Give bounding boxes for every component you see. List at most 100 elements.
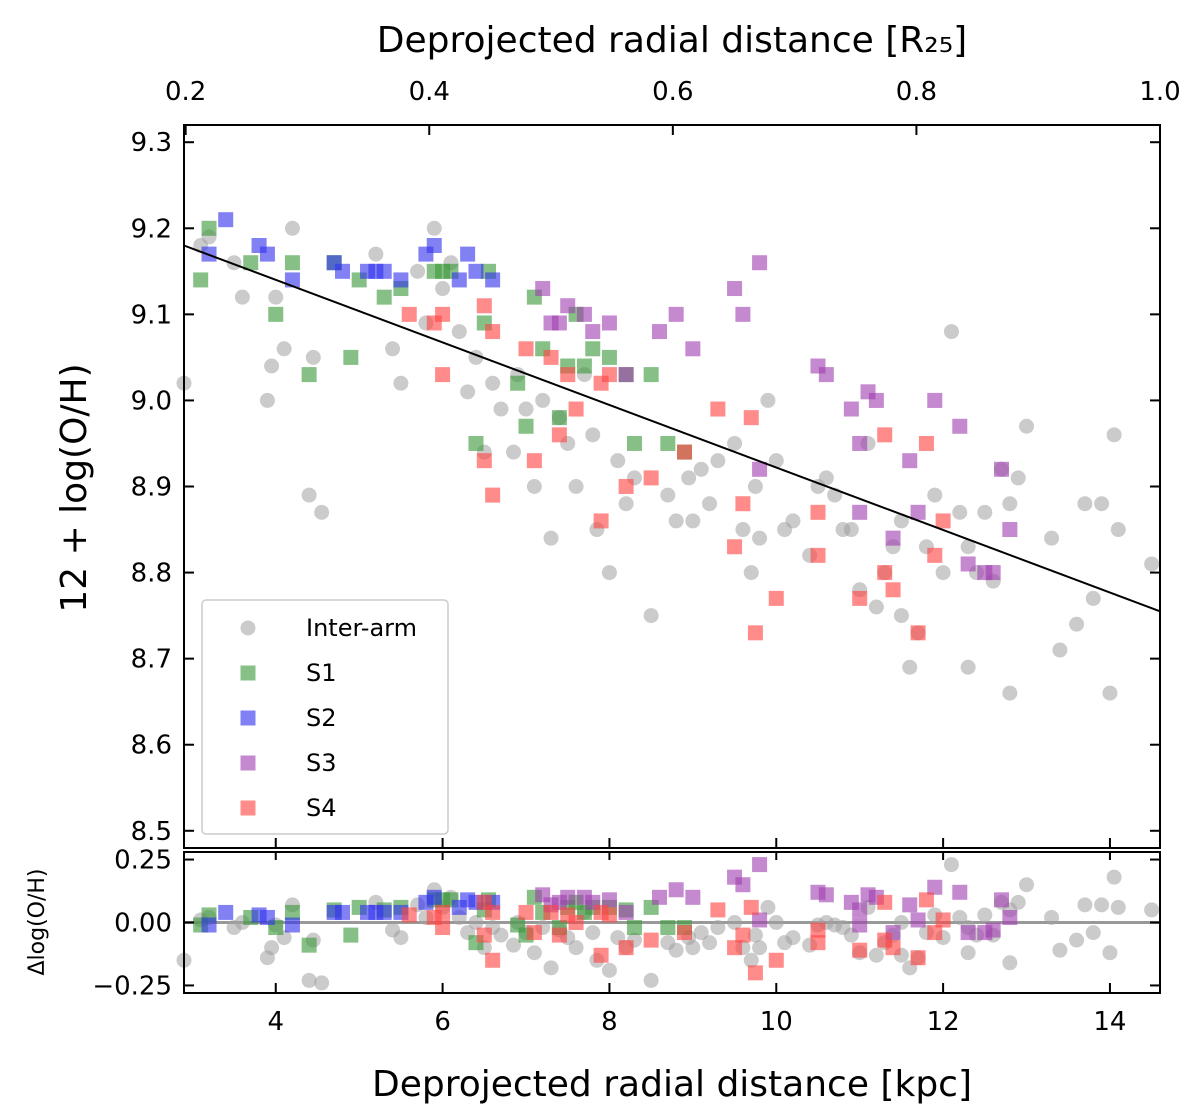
residual-inter-arm-point <box>643 972 659 988</box>
inter-arm-point <box>610 453 626 469</box>
inter-arm-point <box>259 392 275 408</box>
residual-s2-point <box>376 904 392 920</box>
residual-s4-point <box>435 904 451 920</box>
residual-inter-arm-point <box>506 937 522 953</box>
inter-arm-point <box>1002 496 1018 512</box>
inter-arm-point <box>518 401 534 417</box>
s1-point <box>660 435 676 451</box>
residual-inter-arm-point <box>685 940 701 956</box>
inter-arm-point <box>760 392 776 408</box>
inter-arm-point <box>1010 470 1026 486</box>
residual-inter-arm-point <box>393 930 409 946</box>
residual-inter-arm-point <box>526 945 542 961</box>
residual-s4-point <box>526 925 542 941</box>
residual-y-tick-label: 0.00 <box>114 909 172 939</box>
x-tick-label: 4 <box>267 1007 284 1037</box>
main-plot-frame <box>183 124 1161 849</box>
inter-arm-point <box>368 246 384 262</box>
residual-inter-arm-point <box>760 899 776 915</box>
s3-point <box>543 315 559 331</box>
residual-s4-point <box>643 932 659 948</box>
residual-inter-arm-point <box>1110 899 1126 915</box>
inter-arm-point <box>1069 616 1085 632</box>
inter-arm-point <box>314 504 330 520</box>
residual-inter-arm-point <box>960 945 976 961</box>
residual-s4-point <box>476 927 492 943</box>
residual-inter-arm-point <box>1019 877 1035 893</box>
residual-s3-point <box>985 922 1001 938</box>
s2-point <box>259 246 275 262</box>
s2-point <box>393 272 409 288</box>
inter-arm-point <box>435 281 451 297</box>
residual-s4-point <box>877 894 893 910</box>
inter-arm-point <box>702 496 718 512</box>
s4-point <box>560 367 576 383</box>
residual-inter-arm-point <box>952 909 968 925</box>
residual-s4-point <box>910 950 926 966</box>
s4-point <box>877 427 893 443</box>
s1-point <box>193 272 209 288</box>
residual-s4-point <box>727 940 743 956</box>
s4-point <box>643 470 659 486</box>
inter-arm-point <box>426 220 442 236</box>
s3-point <box>651 324 667 340</box>
inter-arm-point <box>868 599 884 615</box>
inter-arm-point <box>785 513 801 529</box>
s2-point <box>218 212 234 228</box>
inter-arm-point <box>768 453 784 469</box>
inter-arm-point <box>1077 496 1093 512</box>
main-y-tick-label: 8.7 <box>131 645 172 675</box>
s4-point <box>526 453 542 469</box>
s4-point <box>710 401 726 417</box>
residual-inter-arm-point <box>710 920 726 936</box>
inter-arm-point <box>601 565 617 581</box>
legend-marker-s4 <box>240 800 256 816</box>
s4-point <box>518 341 534 357</box>
residual-s3-point <box>685 889 701 905</box>
residual-s4-point <box>568 915 584 930</box>
residual-s4-point <box>618 940 634 956</box>
residual-panel: −0.25 0.00 0.25 4 6 8 10 12 14 <box>92 846 1161 1037</box>
s1-point <box>585 341 601 357</box>
s4-point <box>810 547 826 563</box>
s4-point <box>551 427 567 443</box>
residual-inter-arm-point <box>1002 955 1018 971</box>
inter-arm-point <box>460 384 476 400</box>
s3-point <box>952 418 968 434</box>
residual-s4-point <box>747 965 763 981</box>
residual-s2-point <box>284 917 300 933</box>
legend-label-s4: S4 <box>306 794 337 822</box>
main-y-tick-label: 9.2 <box>131 214 172 244</box>
main-y-tick-label: 8.5 <box>131 817 172 847</box>
residual-s4-point <box>810 935 826 951</box>
residual-y-ticks: −0.25 0.00 0.25 <box>92 846 1160 1001</box>
s3-point <box>1002 522 1018 538</box>
s4-point <box>885 582 901 598</box>
inter-arm-point <box>410 263 426 279</box>
x-tick-label: 12 <box>927 1007 960 1037</box>
s1-point <box>551 410 567 426</box>
residual-s3-point <box>601 892 617 908</box>
residual-inter-arm-point <box>301 972 317 988</box>
inter-arm-point <box>960 539 976 555</box>
s3-point <box>535 281 551 297</box>
inter-arm-point <box>818 470 834 486</box>
residual-s4-point <box>927 925 943 941</box>
inter-arm-point <box>685 513 701 529</box>
residual-s4-point <box>743 899 759 915</box>
s4-point <box>568 401 584 417</box>
top-x-tick-label: 0.6 <box>652 77 693 107</box>
main-y-ticks: 8.5 8.6 8.7 8.8 8.9 9.0 9.1 9.2 9.3 <box>131 128 1160 847</box>
s3-point <box>601 315 617 331</box>
residual-s3-point <box>852 917 868 933</box>
residual-s3-point <box>618 904 634 920</box>
top-x-ticks: 0.2 0.4 0.6 0.8 1.0 <box>165 77 1181 135</box>
top-x-tick-label: 0.2 <box>165 77 206 107</box>
s4-point <box>735 496 751 512</box>
s4-point <box>877 565 893 581</box>
residual-x-ticks: 4 6 8 10 12 14 <box>267 852 1126 1037</box>
inter-arm-point <box>506 444 522 460</box>
residual-s3-point <box>560 889 576 905</box>
residual-s1-point <box>284 904 300 920</box>
bottom-x-axis-title: Deprojected radial distance [kpc] <box>372 1064 972 1105</box>
